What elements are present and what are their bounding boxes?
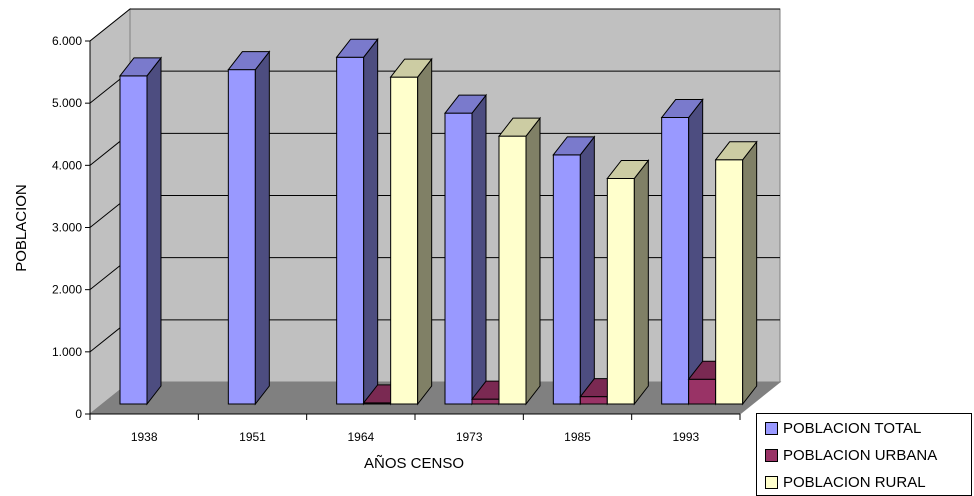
x-tick-label: 1993 [672,430,699,444]
y-tick-label: 2.000 [52,283,82,297]
bar-front [336,56,365,405]
x-tick-label: 1964 [347,430,374,444]
bar-side [471,93,487,406]
bar-top [335,38,379,58]
bar-front [715,159,744,405]
bar-front [390,76,419,405]
legend-item-urbana: POBLACION URBANA [765,446,937,464]
bar-top [714,141,758,161]
y-tick-label: 0 [75,407,82,421]
bar-side [633,158,649,406]
bar-total-1973 [443,93,488,406]
y-tick-label: 4.000 [52,158,82,172]
bar-rural-1973 [497,116,542,406]
bar-side [525,116,541,406]
y-tick-label: 3.000 [52,221,82,235]
bar-top [118,57,163,77]
bar-side [688,98,704,406]
bar-rural-1985 [606,158,650,406]
bar-rural-1993 [714,140,758,406]
bar-front [498,135,527,405]
bar-rural-1964 [389,57,433,406]
bar-top [552,136,596,156]
bar-total-1938 [118,56,163,406]
legend-item-total: POBLACION TOTAL [765,419,921,437]
bar-front [579,396,608,405]
bar-front [227,69,256,405]
bar-total-1993 [660,98,704,406]
y-tick-label: 5.000 [52,96,82,110]
bar-top [606,159,650,179]
legend-swatch-urbana [765,448,778,462]
legend-swatch-total [765,421,778,435]
y-tick-label: 6.000 [52,34,82,48]
x-tick-label: 1973 [456,430,483,444]
legend-label-urbana: POBLACION URBANA [783,446,938,464]
bar-total-1964 [335,37,379,406]
bar-front [444,112,473,405]
bar-top [389,58,433,78]
bar-total-1985 [552,135,596,406]
bar-top [660,99,704,119]
x-tick-label: 1938 [131,430,158,444]
bar-front [606,177,635,405]
x-tick-label: 1951 [239,430,266,444]
bar-top [227,51,271,71]
bar-side [254,50,270,406]
bar-top [443,94,488,114]
legend-swatch-rural [765,475,778,489]
axes: 0 1.000 2.000 3.000 4.000 5.000 6.000 1938 1951 1… [52,34,741,444]
legend-label-total: POBLACION TOTAL [783,419,922,437]
legend-label-rural: POBLACION RURAL [783,473,926,491]
bar-front [688,378,717,405]
bar-front [471,398,500,405]
x-tick-label: 1985 [564,430,591,444]
bar-side [742,140,758,406]
bar-side [417,57,433,406]
bar-top [497,117,542,137]
bar-side [579,135,595,406]
bar-side [363,37,379,406]
bar-front [661,117,690,405]
bar-front [552,154,581,405]
legend-item-rural: POBLACION RURAL [765,473,926,491]
gridline [89,8,780,42]
legend: POBLACION TOTAL POBLACION URBANA POBLACI… [756,413,972,496]
bar-front [119,75,148,405]
bar-side [146,56,162,406]
y-tick-label: 1.000 [52,345,82,359]
x-axis-label: AÑOS CENSO [364,455,464,472]
y-axis-label: POBLACION [13,184,30,272]
bar-total-1951 [227,50,271,406]
bars [118,37,758,406]
